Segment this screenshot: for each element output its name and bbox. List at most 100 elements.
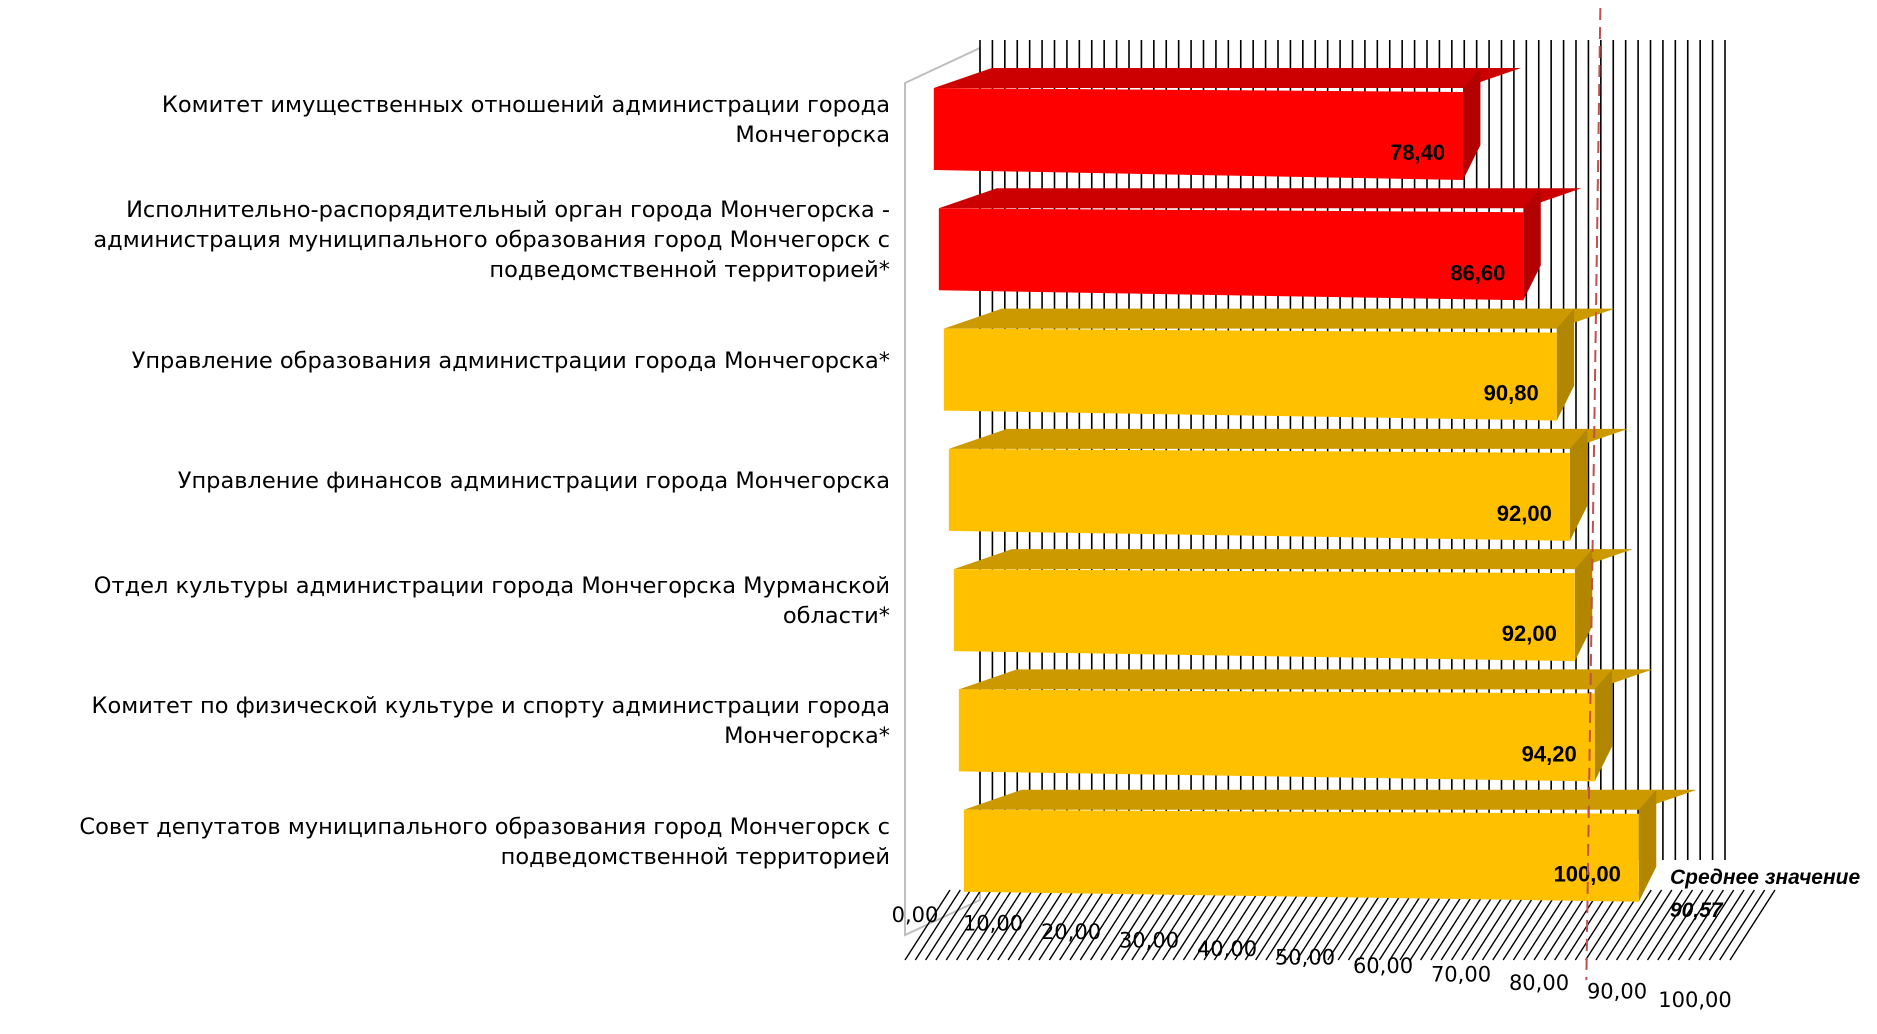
floor-hatch — [1090, 889, 1137, 961]
floor-hatch — [1244, 889, 1291, 961]
bar-top — [933, 68, 1522, 88]
floor-hatch — [1028, 889, 1075, 961]
floor-hatch — [1626, 889, 1673, 961]
floor-hatch — [1399, 889, 1446, 961]
category-label: Исполнительно-распорядительный орган гор… — [93, 197, 890, 284]
floor-hatch — [1110, 889, 1157, 961]
floor-hatch — [914, 889, 961, 961]
floor-hatch — [986, 889, 1034, 961]
bar — [963, 809, 1639, 902]
average-line — [1585, 7, 1602, 981]
bar-side — [1556, 308, 1575, 421]
floor-hatch — [1038, 889, 1085, 961]
x-tick-label: 90,00 — [1587, 980, 1647, 1004]
floor-hatch — [1162, 889, 1209, 961]
x-tick-label: 40,00 — [1197, 937, 1257, 961]
floor-hatch — [935, 889, 982, 961]
average-value: 90,57 — [1670, 898, 1723, 922]
floor-hatch — [1224, 889, 1271, 961]
floor-hatch — [1698, 889, 1745, 961]
floor-hatch — [1688, 889, 1735, 961]
floor-hatch — [1646, 889, 1694, 961]
floor-hatch — [1677, 889, 1725, 961]
category-label: Комитет по физической культуре и спорту … — [91, 693, 891, 750]
floor-hatch — [1729, 889, 1776, 961]
x-tick-label: 30,00 — [1119, 929, 1179, 953]
bar-top — [963, 789, 1697, 810]
floor-hatch — [1554, 889, 1601, 961]
x-tick-label: 70,00 — [1431, 963, 1491, 987]
floor-hatch — [1347, 889, 1395, 961]
bar — [953, 569, 1575, 662]
floor-hatch — [1358, 889, 1405, 961]
value-label: 94,20 — [1522, 741, 1577, 766]
floor-hatch — [1234, 889, 1281, 961]
floor-hatch — [1574, 889, 1621, 961]
x-tick-label: 100,00 — [1658, 988, 1731, 1012]
floor-hatch — [1657, 889, 1704, 961]
floor-hatch — [1296, 889, 1343, 961]
bar — [943, 328, 1557, 421]
floor-hatch — [1120, 889, 1168, 961]
value-label: 90,80 — [1484, 381, 1539, 406]
bar-top — [948, 428, 1628, 449]
floor-hatch — [955, 889, 1003, 961]
floor-hatch — [1595, 889, 1642, 961]
floor-hatch — [1719, 889, 1766, 961]
floor-hatch — [1667, 889, 1714, 961]
floor-hatch — [1636, 889, 1683, 961]
floor-hatch — [997, 889, 1044, 961]
bar-side — [1638, 789, 1657, 902]
value-label: 92,00 — [1497, 501, 1552, 526]
floor-hatch — [1131, 889, 1178, 961]
floor-hatch — [1502, 889, 1549, 961]
x-tick-label: 60,00 — [1353, 954, 1413, 978]
bar — [938, 208, 1524, 301]
floor-hatch — [1708, 889, 1755, 961]
x-tick-label: 20,00 — [1041, 920, 1101, 944]
floor-hatch — [1337, 889, 1384, 961]
floor-hatch — [1193, 889, 1240, 961]
average-label: Среднее значение — [1670, 866, 1861, 889]
value-label: 86,60 — [1450, 260, 1505, 285]
bar-top — [938, 188, 1582, 209]
floor-hatch — [1327, 889, 1374, 961]
floor-hatch — [1512, 889, 1560, 961]
bar-side — [1574, 549, 1593, 662]
value-label: 92,00 — [1502, 621, 1557, 646]
floor-hatch — [1471, 889, 1518, 961]
floor-hatch — [945, 889, 992, 961]
floor-hatch — [1316, 889, 1364, 961]
category-label: Комитет имущественных отношений админист… — [161, 92, 890, 148]
floor-hatch — [1213, 889, 1260, 961]
bar — [933, 88, 1464, 180]
floor-hatch — [1265, 889, 1312, 961]
floor-hatch — [1007, 889, 1054, 961]
floor-hatch — [1523, 889, 1570, 961]
floor-hatch — [1275, 889, 1322, 961]
floor-hatch — [1059, 889, 1106, 961]
side-wall — [904, 46, 981, 937]
floor-hatch — [1048, 889, 1095, 961]
floor-hatch — [1450, 889, 1498, 961]
floor-hatch — [1069, 889, 1116, 961]
bar-top — [943, 308, 1615, 329]
bar — [958, 689, 1595, 782]
x-tick-label: 80,00 — [1509, 971, 1569, 995]
bar — [948, 448, 1570, 541]
bar-side — [1594, 669, 1613, 782]
bar-side — [1523, 188, 1541, 301]
bar-top — [953, 549, 1633, 570]
x-tick-label: 0,00 — [892, 903, 939, 927]
category-label: Совет депутатов муниципального образован… — [79, 813, 890, 870]
floor-hatch — [1533, 889, 1580, 961]
floor-hatch — [1585, 889, 1632, 961]
floor-hatch — [1461, 889, 1508, 961]
floor-hatch — [1543, 889, 1590, 961]
floor-hatch — [1420, 889, 1467, 961]
bar-side — [1569, 428, 1588, 541]
floor-hatch — [1079, 889, 1126, 961]
floor-hatch — [1481, 889, 1529, 961]
floor-hatch — [1255, 889, 1302, 961]
